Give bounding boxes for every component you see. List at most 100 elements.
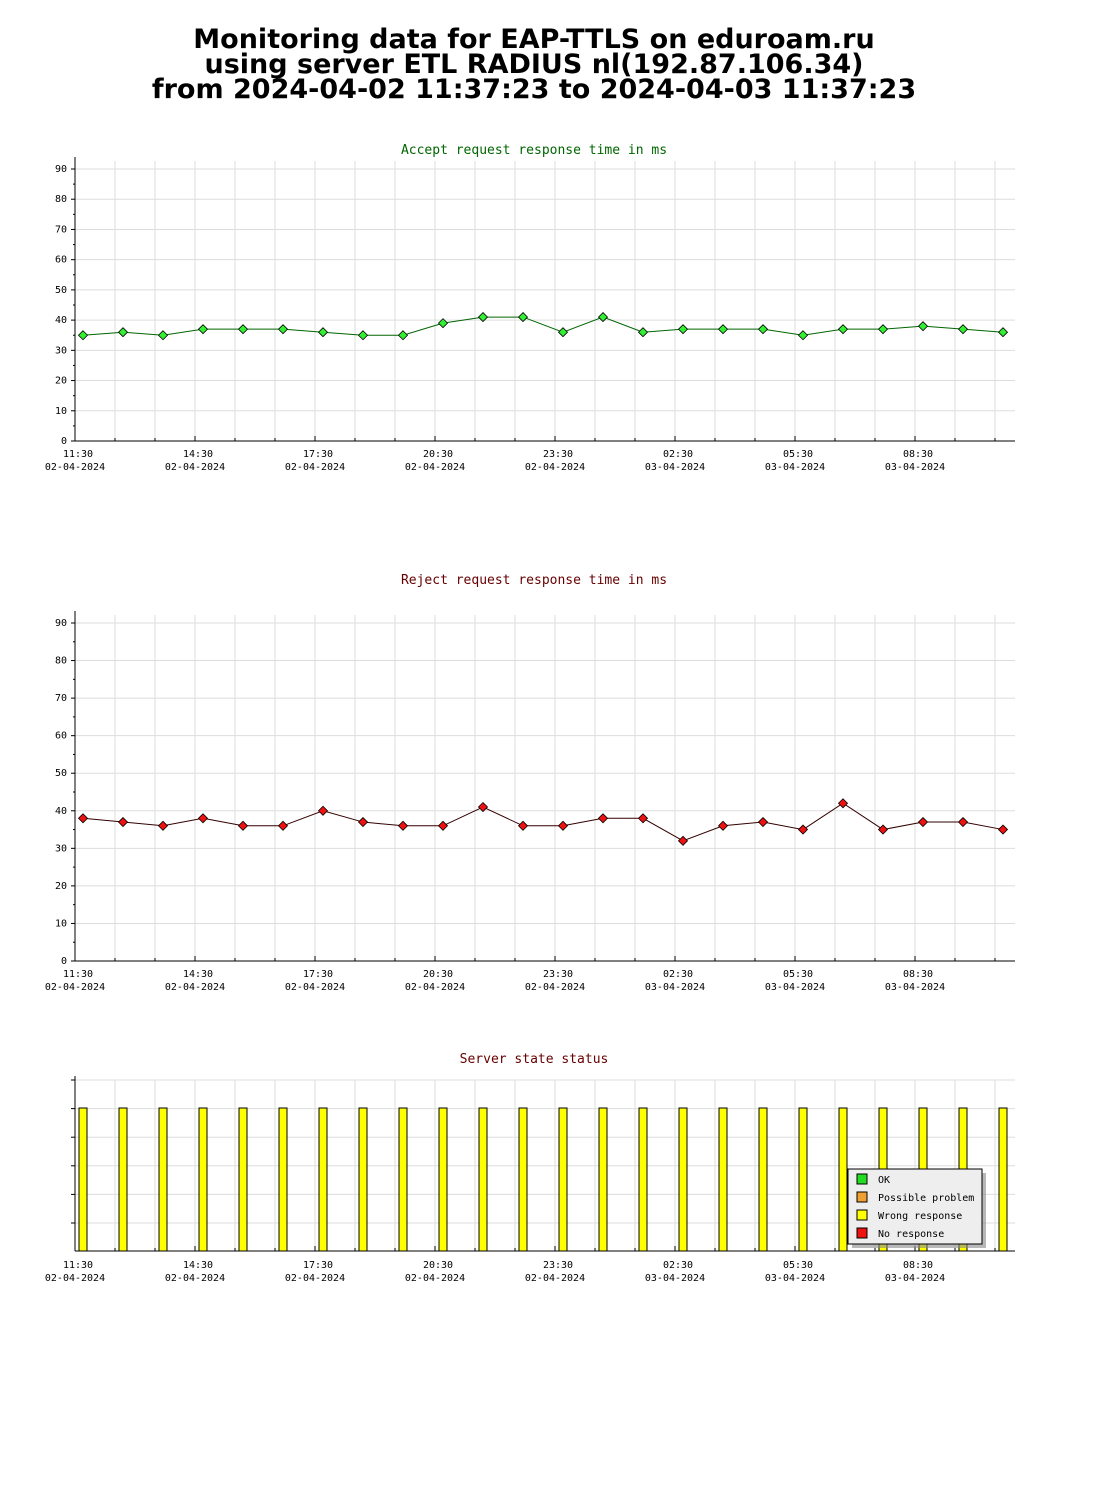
status-bar xyxy=(678,1107,688,1252)
status-bar xyxy=(438,1107,448,1252)
y-tick-label: 80 xyxy=(55,656,67,667)
accept-data-point xyxy=(77,330,89,341)
y-tick-label: 70 xyxy=(55,693,67,704)
accept-data-point xyxy=(157,330,169,341)
x-tick-label-time: 23:30 xyxy=(543,449,573,460)
status-bar xyxy=(238,1107,248,1252)
reject-data-point xyxy=(277,820,289,831)
legend-swatch xyxy=(856,1227,868,1239)
y-tick-label: 10 xyxy=(55,406,67,417)
x-tick-label-date: 03-04-2024 xyxy=(885,462,945,473)
x-tick-label-date: 03-04-2024 xyxy=(765,1273,825,1284)
x-tick-label-time: 02:30 xyxy=(663,449,693,460)
y-tick-label: 90 xyxy=(55,164,67,175)
y-tick-label: 90 xyxy=(55,618,67,629)
reject-data-point xyxy=(677,835,689,846)
x-tick-label-date: 02-04-2024 xyxy=(165,982,225,993)
x-tick-label-time: 08:30 xyxy=(903,449,933,460)
y-tick-label: 20 xyxy=(55,376,67,387)
accept-data-point xyxy=(277,324,289,335)
status-chart-title: Server state status xyxy=(460,1052,609,1067)
status-bar xyxy=(158,1107,168,1252)
accept-chart-title: Accept request response time in ms xyxy=(401,143,667,158)
reject-data-point xyxy=(597,813,609,824)
x-tick-label-date: 03-04-2024 xyxy=(645,1273,705,1284)
x-tick-label-time: 14:30 xyxy=(183,1260,213,1271)
x-tick-label-date: 02-04-2024 xyxy=(525,462,585,473)
accept-data-point xyxy=(877,324,889,335)
accept-data-point xyxy=(117,327,129,338)
reject-data-point xyxy=(437,820,449,831)
reject-data-point xyxy=(957,816,969,828)
y-tick-label: 70 xyxy=(55,224,67,235)
x-tick-label-date: 02-04-2024 xyxy=(285,462,345,473)
status-bar xyxy=(78,1107,88,1252)
legend-swatch xyxy=(856,1173,868,1185)
y-tick-label: 20 xyxy=(55,881,67,892)
accept-data-point xyxy=(477,312,489,323)
y-tick-label: 30 xyxy=(55,843,67,854)
accept-data-point xyxy=(237,324,249,335)
status-bar xyxy=(718,1107,728,1252)
reject-data-point xyxy=(357,816,369,828)
accept-data-point xyxy=(997,327,1009,338)
accept-data-point xyxy=(597,312,609,323)
x-tick-label-date: 03-04-2024 xyxy=(885,982,945,993)
x-tick-label-time: 17:30 xyxy=(303,1260,333,1271)
accept-series-line xyxy=(82,316,1004,336)
accept-data-point xyxy=(517,312,529,323)
x-tick-label-time: 14:30 xyxy=(183,449,213,460)
x-tick-label-date: 03-04-2024 xyxy=(645,462,705,473)
x-tick-label-time: 20:30 xyxy=(423,449,453,460)
y-tick-label: 80 xyxy=(55,194,67,205)
reject-data-point xyxy=(837,798,849,809)
y-tick-label: 30 xyxy=(55,345,67,356)
status-bar xyxy=(758,1107,768,1252)
reject-data-point xyxy=(397,820,409,831)
status-bar xyxy=(638,1107,648,1252)
x-tick-label-time: 08:30 xyxy=(903,969,933,980)
reject-series-line xyxy=(82,802,1004,842)
reject-data-point xyxy=(197,813,209,824)
x-tick-label-time: 20:30 xyxy=(423,1260,453,1271)
reject-data-point xyxy=(117,816,129,828)
status-bar xyxy=(358,1107,368,1252)
legend-box xyxy=(847,1168,983,1245)
x-tick-label-time: 17:30 xyxy=(303,449,333,460)
reject-data-point xyxy=(717,820,729,831)
x-tick-label-time: 02:30 xyxy=(663,1260,693,1271)
x-tick-label-date: 03-04-2024 xyxy=(645,982,705,993)
reject-data-point xyxy=(517,820,529,831)
status-bar xyxy=(518,1107,528,1252)
x-tick-label-time: 14:30 xyxy=(183,969,213,980)
y-tick-label: 40 xyxy=(55,806,67,817)
y-tick-label: 0 xyxy=(61,436,67,447)
x-tick-label-time: 11:30 xyxy=(63,449,93,460)
reject-data-point xyxy=(917,816,929,828)
reject-data-point xyxy=(157,820,169,831)
reject-data-point xyxy=(997,824,1009,835)
accept-data-point xyxy=(317,327,329,338)
status-bar xyxy=(318,1107,328,1252)
x-tick-label-date: 02-04-2024 xyxy=(525,1273,585,1284)
accept-data-point xyxy=(397,330,409,341)
x-tick-label-time: 11:30 xyxy=(63,969,93,980)
x-tick-label-date: 02-04-2024 xyxy=(165,1273,225,1284)
status-legend: OK Possible problem Wrong response No respo… xyxy=(847,1168,986,1248)
page-title-line-1: Monitoring data for EAP-TTLS on eduroam.… xyxy=(193,24,875,55)
accept-data-point xyxy=(717,324,729,335)
x-tick-label-time: 02:30 xyxy=(663,969,693,980)
legend-swatch xyxy=(856,1191,868,1203)
x-tick-label-date: 03-04-2024 xyxy=(765,462,825,473)
legend-swatch xyxy=(856,1209,868,1221)
x-tick-label-time: 20:30 xyxy=(423,969,453,980)
reject-data-point xyxy=(637,813,649,824)
x-tick-label-date: 03-04-2024 xyxy=(885,1273,945,1284)
accept-data-point xyxy=(757,324,769,335)
x-tick-label-time: 05:30 xyxy=(783,969,813,980)
reject-data-point xyxy=(477,801,489,813)
x-tick-label-time: 23:30 xyxy=(543,1260,573,1271)
accept-data-point xyxy=(637,327,649,338)
x-tick-label-date: 02-04-2024 xyxy=(285,982,345,993)
x-tick-label-time: 11:30 xyxy=(63,1260,93,1271)
